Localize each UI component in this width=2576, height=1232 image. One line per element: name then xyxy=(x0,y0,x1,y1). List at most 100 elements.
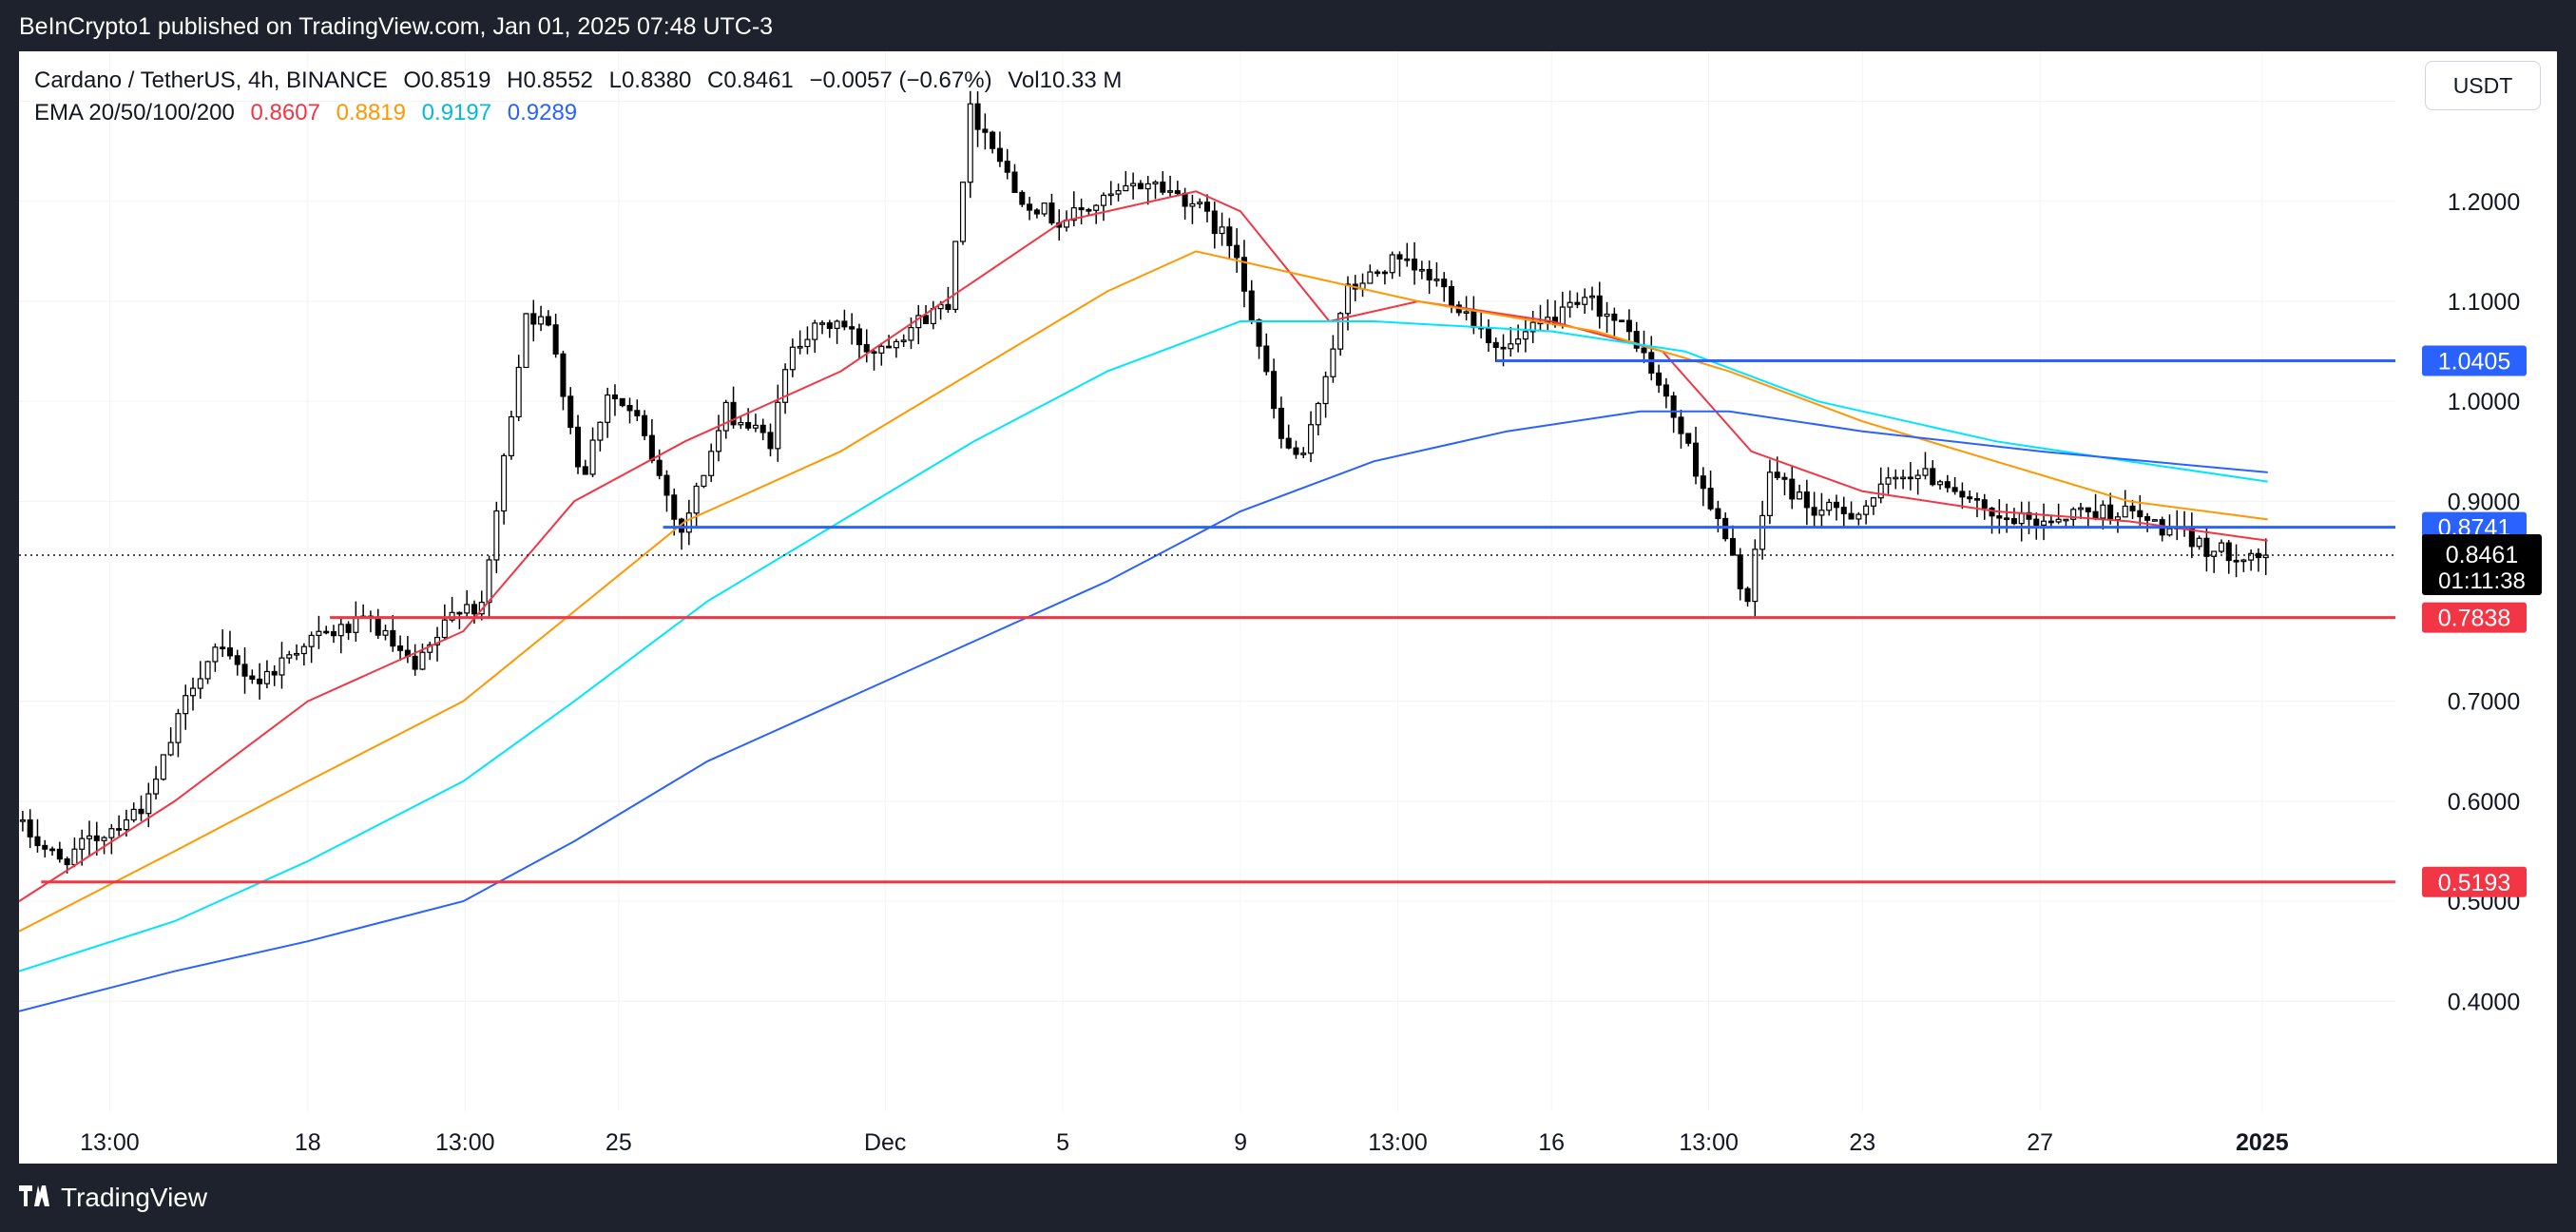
candle-body xyxy=(1907,476,1913,480)
candle-body xyxy=(501,454,508,512)
candle-countdown-label: 01:11:38 xyxy=(2438,568,2526,594)
candle-body xyxy=(1811,507,1817,516)
ohlc-row: Cardano / TetherUS, 4h, BINANCE O0.8519 … xyxy=(34,65,1131,97)
chart-panel[interactable]: 1.30001.20001.10001.00000.90000.70000.60… xyxy=(19,51,2557,1164)
candle-body xyxy=(2218,542,2224,552)
candle-body xyxy=(1900,476,1907,480)
candle-body xyxy=(2070,509,2077,520)
candle-body xyxy=(2151,519,2158,522)
candle-body xyxy=(849,326,855,330)
candle-body xyxy=(605,394,611,423)
candle-body xyxy=(1263,345,1270,373)
ema-label[interactable]: EMA 20/50/100/200 xyxy=(34,100,235,125)
candle-body xyxy=(1715,508,1721,520)
level-price-tag xyxy=(2422,602,2527,633)
candle-body xyxy=(1367,271,1374,284)
candle-body xyxy=(863,343,870,353)
candle-body xyxy=(1485,327,1491,344)
symbol-label[interactable]: Cardano / TetherUS, 4h, BINANCE xyxy=(34,67,388,93)
candle-body xyxy=(1567,301,1573,308)
time-tick-label: 16 xyxy=(1538,1129,1565,1156)
candle-body xyxy=(923,315,930,324)
time-tick-label: 2025 xyxy=(2236,1129,2289,1156)
candle-body xyxy=(782,369,789,403)
top-bar: BeInCrypto1 published on TradingView.com… xyxy=(0,0,2576,51)
candle-body xyxy=(1107,193,1114,197)
candle-body xyxy=(2004,517,2010,521)
time-tick-label: 13:00 xyxy=(1368,1129,1428,1156)
bottom-bar xyxy=(0,1164,2576,1232)
candle-body xyxy=(642,414,648,436)
candle-body xyxy=(775,401,781,450)
candle-body xyxy=(1048,202,1055,224)
price-tick-label: 0.6000 xyxy=(2448,789,2520,816)
candle-body xyxy=(967,103,973,183)
candle-body xyxy=(1648,352,1655,375)
candle-body xyxy=(908,327,914,341)
candle-body xyxy=(1448,285,1455,306)
candle-body xyxy=(2225,542,2232,562)
candle-body xyxy=(708,451,715,476)
candle-body xyxy=(841,320,848,328)
candle-body xyxy=(1492,341,1499,349)
candle-body xyxy=(552,324,559,355)
candle-body xyxy=(294,652,300,656)
candle-body xyxy=(1070,207,1077,221)
candle-body xyxy=(1041,202,1048,215)
candle-body xyxy=(1248,290,1255,321)
candle-body xyxy=(1389,254,1395,274)
candle-body xyxy=(2240,559,2247,563)
candle-body xyxy=(1685,433,1692,444)
candle-body xyxy=(812,322,818,340)
candle-body xyxy=(412,655,418,670)
candle-body xyxy=(1115,190,1122,195)
candle-body xyxy=(656,459,663,476)
candle-body xyxy=(2085,507,2091,512)
candle-body xyxy=(1182,192,1188,207)
close-value: C0.8461 xyxy=(707,67,794,93)
candle-body xyxy=(1093,204,1100,211)
candle-body xyxy=(1989,507,1995,517)
price-chart[interactable]: 1.30001.20001.10001.00000.90000.70000.60… xyxy=(19,51,2557,1164)
candle-body xyxy=(263,670,270,684)
candle-body xyxy=(456,611,463,615)
candle-body xyxy=(722,401,729,432)
high-value: H0.8552 xyxy=(507,67,593,93)
candle-body xyxy=(220,646,226,649)
candle-body xyxy=(959,182,967,242)
candle-body xyxy=(819,322,826,325)
candle-body xyxy=(308,634,315,647)
candle-body xyxy=(160,754,166,780)
candle-body xyxy=(257,678,263,684)
candle-body xyxy=(797,345,803,349)
tradingview-logo[interactable]: TradingView xyxy=(19,1183,207,1213)
candle-body xyxy=(226,647,233,657)
level-price-label: 0.5193 xyxy=(2438,870,2510,896)
candle-body xyxy=(1604,313,1610,318)
price-tick-label: 0.9000 xyxy=(2448,489,2520,515)
candle-body xyxy=(145,793,152,815)
candle-body xyxy=(1981,499,1988,510)
candle-body xyxy=(1870,497,1876,507)
candle-body xyxy=(353,616,359,633)
candle-body xyxy=(2041,520,2047,526)
candle-body xyxy=(1234,244,1240,259)
candle-body xyxy=(464,604,471,614)
time-tick-label: 23 xyxy=(1849,1129,1875,1156)
candle-body xyxy=(1855,513,1862,520)
candle-body xyxy=(1500,346,1507,350)
candle-body xyxy=(730,401,737,426)
candle-body xyxy=(1418,268,1425,272)
candle-body xyxy=(1515,338,1522,345)
candle-body xyxy=(1412,259,1418,271)
currency-button[interactable]: USDT xyxy=(2425,61,2541,110)
candle-body xyxy=(212,646,219,663)
ema-line-ema20 xyxy=(19,190,2268,902)
ema-row: EMA 20/50/100/200 0.8607 0.8819 0.9197 0… xyxy=(34,97,1131,129)
candle-body xyxy=(419,651,426,670)
candle-body xyxy=(738,421,744,426)
candle-body xyxy=(974,103,981,130)
candle-body xyxy=(871,351,877,355)
candle-body xyxy=(1203,202,1211,212)
candle-body xyxy=(1596,295,1603,318)
